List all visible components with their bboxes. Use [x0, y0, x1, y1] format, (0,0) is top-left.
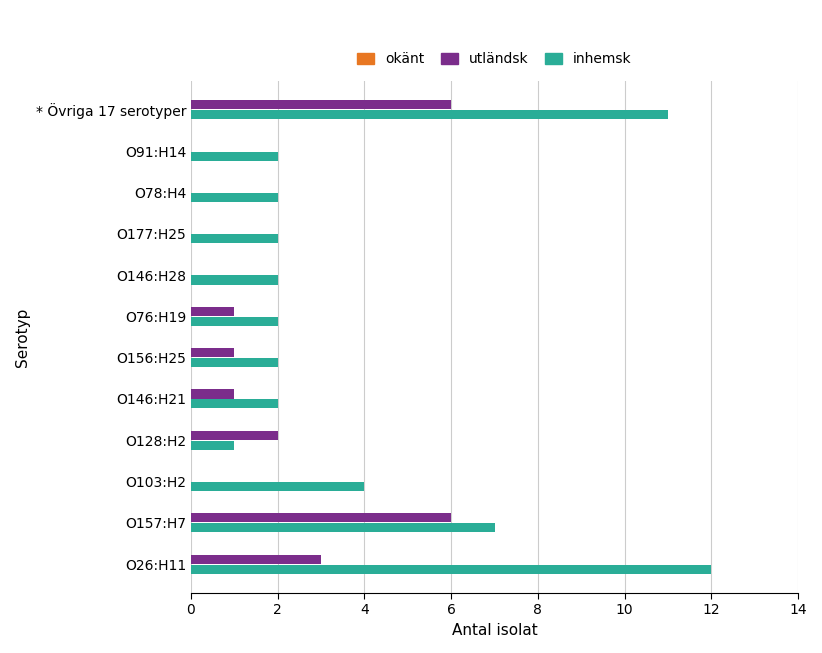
Bar	[191, 482, 364, 491]
Legend: okänt, utländsk, inhemsk: okänt, utländsk, inhemsk	[352, 47, 637, 72]
Bar	[191, 348, 234, 357]
Bar	[191, 234, 278, 243]
Bar	[191, 307, 234, 316]
Y-axis label: Serotyp: Serotyp	[15, 308, 30, 367]
Bar	[191, 317, 278, 326]
Bar	[191, 554, 321, 564]
Bar	[191, 513, 451, 522]
Bar	[191, 151, 278, 161]
Bar	[191, 441, 234, 450]
Bar	[191, 276, 278, 285]
Bar	[191, 431, 278, 440]
Bar	[191, 110, 668, 119]
Bar	[191, 565, 711, 573]
X-axis label: Antal isolat: Antal isolat	[451, 623, 538, 638]
Bar	[191, 193, 278, 202]
Bar	[191, 358, 278, 367]
Bar	[191, 389, 234, 398]
Bar	[191, 523, 495, 532]
Bar	[191, 101, 451, 110]
Bar	[191, 400, 278, 408]
